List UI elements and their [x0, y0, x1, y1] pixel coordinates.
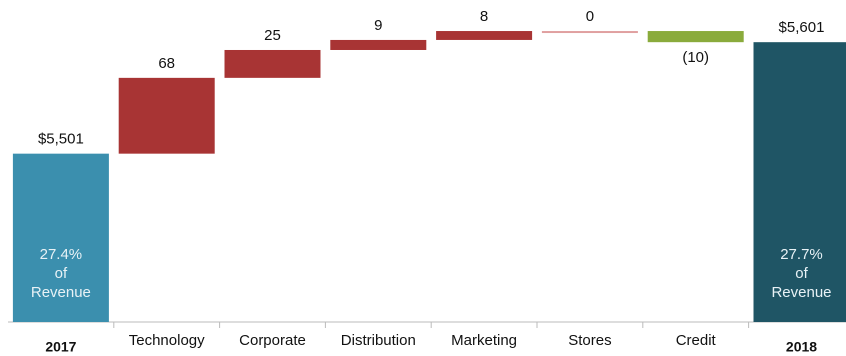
x-tick-label: Credit [676, 332, 717, 349]
value-label: 0 [586, 8, 594, 25]
x-tick-label: Corporate [239, 332, 306, 349]
value-label: (10) [682, 49, 709, 66]
x-tick-label: Stores [568, 332, 611, 349]
value-label: $5,501 [38, 131, 84, 148]
bar [647, 31, 744, 43]
x-tick-label: Distribution [341, 332, 416, 349]
value-label: 9 [374, 17, 382, 34]
value-label: $5,601 [779, 19, 825, 36]
bar [224, 49, 321, 78]
value-label: 68 [158, 55, 175, 72]
bar [12, 153, 109, 322]
x-tick-label: 2017 [45, 339, 76, 355]
bar [753, 42, 846, 322]
value-label: 25 [264, 27, 281, 44]
annotation: 27.4% of Revenue [30, 246, 91, 301]
x-tick-label: 2018 [786, 339, 817, 355]
x-tick-label: Marketing [451, 332, 517, 349]
x-tick-label: Technology [129, 332, 205, 349]
bar [541, 31, 638, 34]
bar [436, 31, 533, 40]
annotation: 27.7% of Revenue [771, 246, 832, 301]
bar [118, 77, 215, 154]
bar [330, 39, 427, 50]
value-label: 8 [480, 8, 488, 25]
